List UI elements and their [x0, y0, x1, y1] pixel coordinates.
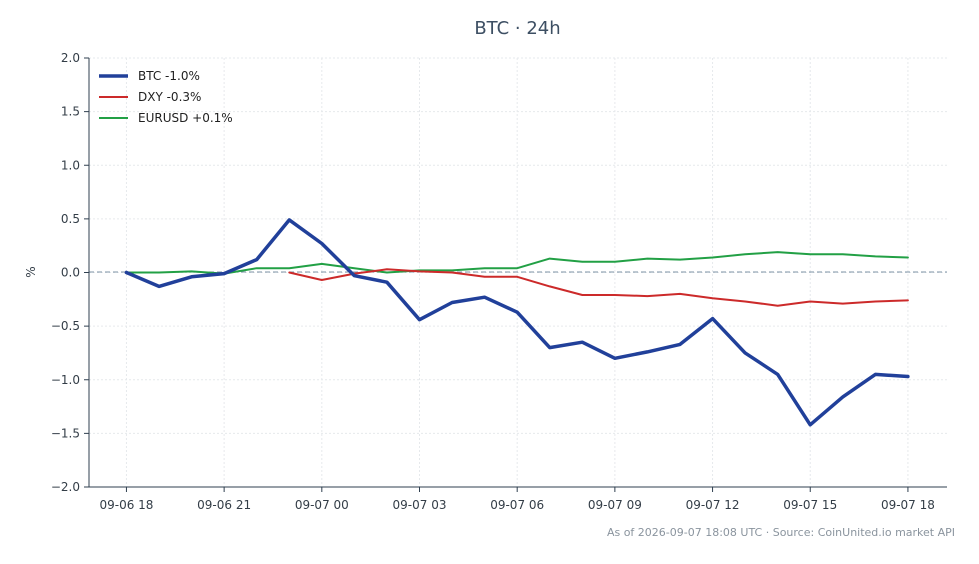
x-tick-label: 09-07 09 — [588, 498, 642, 512]
y-tick-label: −1.0 — [51, 373, 80, 387]
series-line-btc — [124, 218, 910, 427]
x-tick-label: 09-07 00 — [295, 498, 349, 512]
x-tick-label: 09-07 12 — [686, 498, 740, 512]
x-tick-label: 09-06 21 — [197, 498, 251, 512]
x-tick-label: 09-07 18 — [881, 498, 935, 512]
x-tick-label: 09-07 15 — [783, 498, 837, 512]
legend-label-dxy: DXY -0.3% — [138, 90, 201, 104]
x-ticks: 09-06 18 09-06 21 09-07 00 09-07 03 09-07 06… — [99, 487, 935, 512]
series-line-eurusd — [125, 251, 909, 275]
y-tick-label: −2.0 — [51, 480, 80, 494]
x-tick-label: 09-07 06 — [490, 498, 544, 512]
legend: BTC -1.0% DXY -0.3% EURUSD +0.1% — [99, 69, 233, 125]
y-ticks: 2.0 1.5 1.0 0.5 0.0 −0.5 −1.0 −1.5 −2.0 — [51, 51, 89, 494]
legend-label-eurusd: EURUSD +0.1% — [138, 111, 233, 125]
series-layer — [124, 218, 910, 427]
y-tick-label: 2.0 — [61, 51, 80, 65]
x-tick-label: 09-06 18 — [99, 498, 153, 512]
y-tick-label: 0.5 — [61, 212, 80, 226]
x-tick-label: 09-07 03 — [393, 498, 447, 512]
legend-label-btc: BTC -1.0% — [138, 69, 200, 83]
y-axis-label: % — [24, 266, 38, 277]
source-footer: As of 2026-09-07 18:08 UTC · Source: Coi… — [606, 526, 955, 539]
y-tick-label: 1.0 — [61, 158, 80, 172]
y-tick-label: −0.5 — [51, 319, 80, 333]
y-tick-label: 1.5 — [61, 105, 80, 119]
chart-title: BTC · 24h — [474, 18, 561, 39]
series-line-dxy — [288, 268, 909, 307]
y-tick-label: −1.5 — [51, 426, 80, 440]
y-tick-label: 0.0 — [61, 266, 80, 280]
